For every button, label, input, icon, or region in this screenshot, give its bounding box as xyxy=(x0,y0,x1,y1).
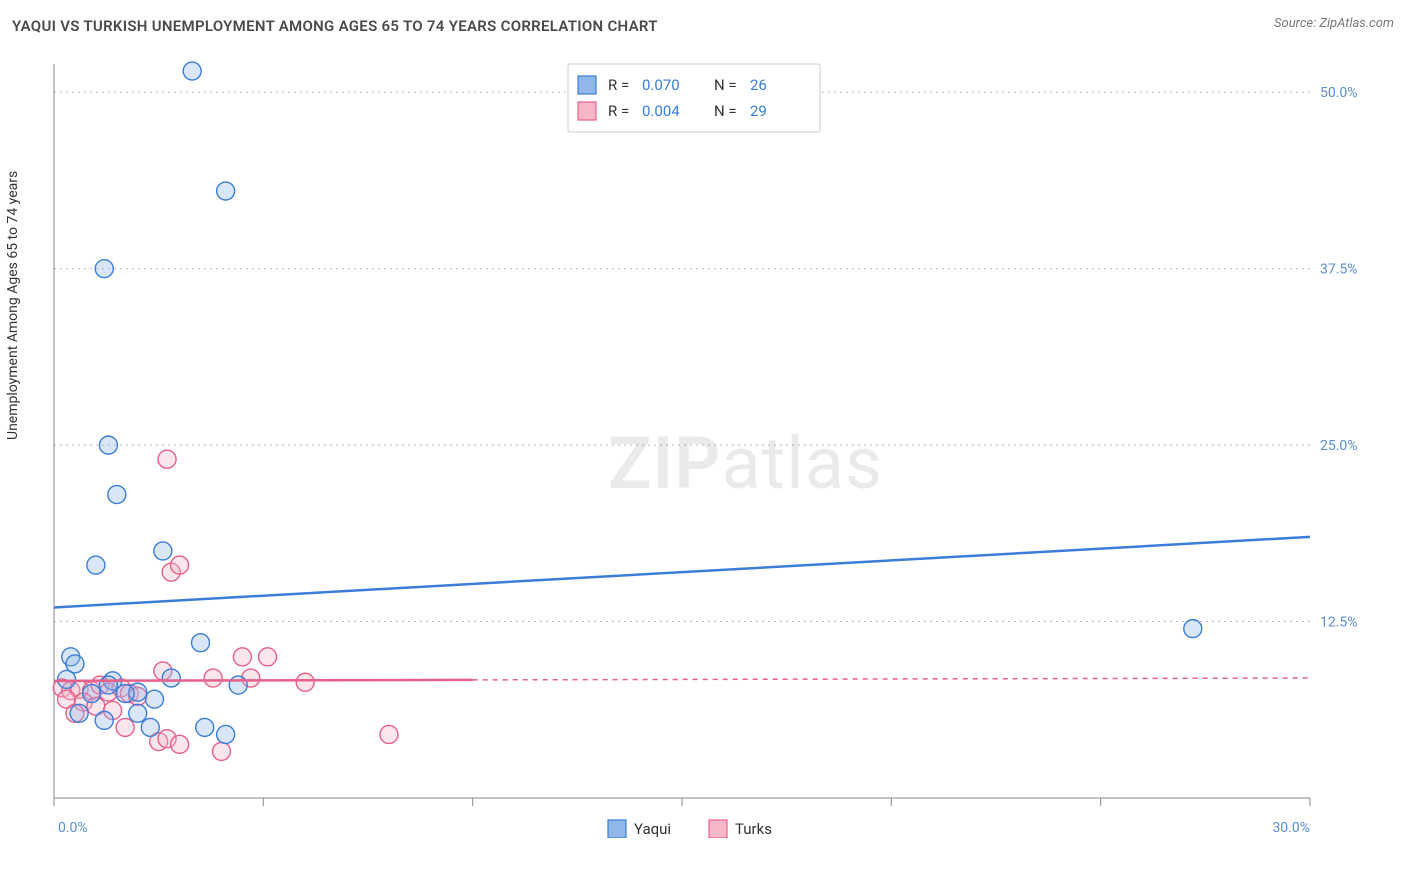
yaqui-swatch xyxy=(578,76,596,94)
turks-point xyxy=(116,718,134,736)
y-tick-label: 37.5% xyxy=(1320,262,1358,278)
yaqui-point xyxy=(116,685,134,703)
yaqui-point xyxy=(192,634,210,652)
turks-point xyxy=(212,742,230,760)
yaqui-trend-line xyxy=(54,537,1310,608)
yaqui-r-value: 0.070 xyxy=(642,76,680,94)
y-tick-label: 12.5% xyxy=(1320,615,1358,631)
chart-title: YAQUI VS TURKISH UNEMPLOYMENT AMONG AGES… xyxy=(12,17,658,35)
yaqui-n-value: 26 xyxy=(750,76,767,94)
turks-trend-line-dashed xyxy=(473,678,1310,680)
turks-swatch xyxy=(578,102,596,120)
turks-point xyxy=(233,648,251,666)
yaqui-point xyxy=(183,62,201,80)
yaqui-point xyxy=(95,711,113,729)
yaqui-point xyxy=(162,669,180,687)
source-text: Source: ZipAtlas.com xyxy=(1274,16,1394,31)
correlation-legend: R = 0.070 N = 26 R = 0.004 N = 29 xyxy=(568,64,820,132)
yaqui-point xyxy=(217,182,235,200)
yaqui-point xyxy=(229,676,247,694)
watermark-text: ZIPatlas xyxy=(608,421,883,506)
yaqui-point xyxy=(87,556,105,574)
turks-point xyxy=(259,648,277,666)
x-tick-label: 0.0% xyxy=(58,820,88,836)
yaqui-point xyxy=(145,690,163,708)
yaqui-point xyxy=(58,670,76,688)
turks-legend-swatch xyxy=(709,820,727,838)
turks-legend-label: Turks xyxy=(735,820,772,838)
turks-point xyxy=(171,556,189,574)
turks-point xyxy=(380,725,398,743)
series-legend: Yaqui Turks xyxy=(608,820,772,838)
yaqui-point xyxy=(83,685,101,703)
yaqui-point xyxy=(1184,620,1202,638)
r-label: R = xyxy=(608,76,629,94)
turks-point xyxy=(171,735,189,753)
yaqui-legend-label: Yaqui xyxy=(634,820,671,838)
yaqui-legend-swatch xyxy=(608,820,626,838)
yaqui-point xyxy=(196,718,214,736)
n-label: N = xyxy=(714,102,737,120)
yaqui-point xyxy=(99,676,117,694)
turks-point xyxy=(296,673,314,691)
yaqui-point xyxy=(95,260,113,278)
yaqui-point xyxy=(99,436,117,454)
turks-point xyxy=(204,669,222,687)
yaqui-point xyxy=(217,725,235,743)
turks-point xyxy=(158,450,176,468)
yaqui-point xyxy=(108,486,126,504)
y-tick-label: 50.0% xyxy=(1320,85,1358,101)
x-tick-label: 30.0% xyxy=(1272,820,1310,836)
turks-r-value: 0.004 xyxy=(642,102,680,120)
scatter-plot: 12.5% 25.0% 37.5% 50.0% 0.0% 30.0% ZIPatlas R… xyxy=(48,58,1358,838)
r-label: R = xyxy=(608,102,629,120)
yaqui-point xyxy=(154,542,172,560)
turks-n-value: 29 xyxy=(750,102,767,120)
n-label: N = xyxy=(714,76,737,94)
yaqui-point xyxy=(141,718,159,736)
yaqui-point xyxy=(70,704,88,722)
y-tick-label: 25.0% xyxy=(1320,438,1358,454)
turks-trend-line xyxy=(54,680,473,681)
y-axis-label: Unemployment Among Ages 65 to 74 years xyxy=(5,171,21,440)
yaqui-point xyxy=(129,704,147,722)
